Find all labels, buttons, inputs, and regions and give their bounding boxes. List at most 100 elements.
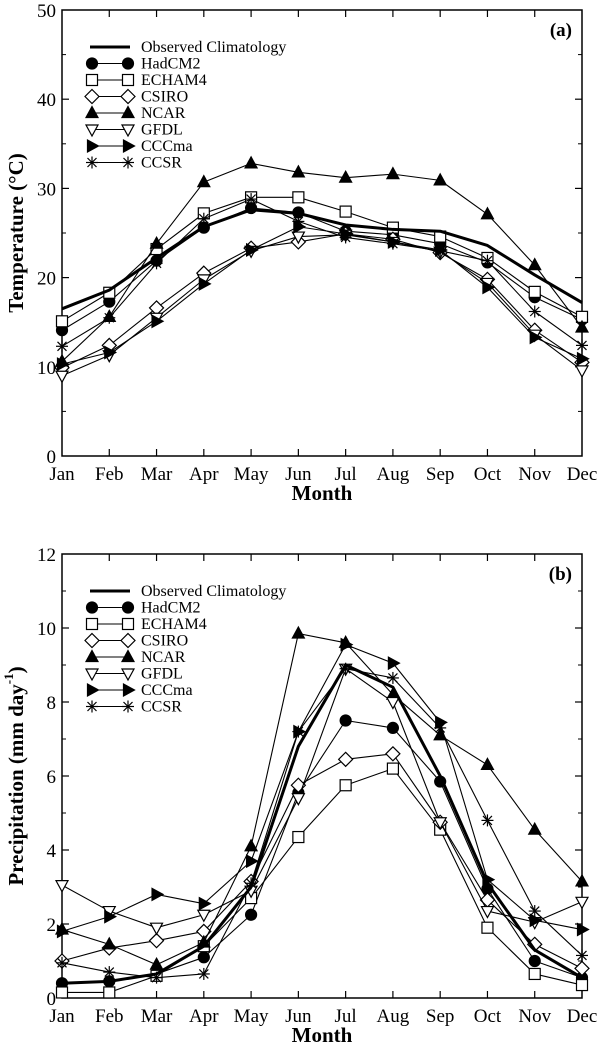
data-point — [291, 164, 306, 178]
legend-item: GFDL — [84, 122, 183, 139]
data-point — [385, 745, 401, 762]
y-tick-label: 20 — [37, 269, 56, 290]
series-line — [61, 208, 583, 311]
x-tick-label: Dec — [567, 1006, 598, 1027]
data-point — [481, 814, 494, 827]
series-line — [62, 768, 583, 994]
series-line — [61, 233, 583, 369]
legend-marker — [86, 138, 100, 154]
series-line — [61, 207, 583, 331]
data-point — [340, 637, 354, 652]
legend-item: ECHAM4 — [85, 72, 207, 89]
data-point — [292, 191, 305, 204]
data-point — [149, 956, 164, 970]
data-point — [104, 345, 118, 360]
data-point — [385, 696, 400, 710]
panel-b-precipitation: Jan Feb Mar Apr May Jun Jul Aug Sep Oct Nov Dec 0 2 4 6… — [1, 545, 597, 1047]
x-tick-label: Oct — [474, 1006, 502, 1027]
legend-marker — [120, 105, 136, 119]
x-tick-label: Feb — [95, 464, 124, 485]
series-line — [61, 644, 583, 932]
legend-marker — [121, 601, 135, 614]
data-point — [104, 909, 118, 924]
legend-item: CCCma — [86, 682, 193, 699]
legend-item: CSIRO — [84, 633, 188, 650]
data-point — [481, 254, 494, 267]
data-point — [528, 285, 541, 298]
y-axis-title-main: Precipitation (mm day — [4, 684, 28, 886]
series-line — [61, 198, 583, 347]
data-point — [574, 319, 590, 333]
data-point — [292, 215, 305, 228]
legend-item: CCSR — [86, 155, 182, 172]
legend-marker — [86, 682, 100, 698]
x-axis-title: Month — [292, 1023, 353, 1047]
legend-item: ECHAM4 — [85, 616, 207, 633]
legend-marker — [122, 682, 136, 698]
data-point — [103, 986, 116, 999]
data-point — [337, 751, 354, 768]
data-point — [434, 244, 447, 257]
panel-tag: (a) — [550, 20, 572, 41]
legend-item: NCAR — [84, 105, 186, 122]
data-point — [55, 986, 69, 999]
data-point — [480, 757, 495, 771]
series-line — [61, 226, 583, 365]
legend-item: Observed Climatology — [90, 583, 286, 600]
data-point — [149, 922, 164, 936]
x-tick-label: Jan — [49, 464, 75, 485]
x-tick-label: Oct — [474, 464, 502, 485]
data-point — [480, 206, 495, 220]
legend-marker — [120, 124, 136, 138]
y-axis-title-superscript: -1 — [1, 673, 16, 684]
data-point — [197, 951, 210, 964]
y-tick-label: 8 — [47, 693, 57, 714]
data-point — [339, 205, 352, 218]
x-tick-label: Jul — [335, 1006, 357, 1027]
x-tick-label: Jun — [285, 464, 312, 485]
y-axis-title: Precipitation (mm day-1) — [1, 666, 28, 885]
legend-label: ECHAM4 — [141, 616, 207, 633]
data-point — [197, 967, 210, 980]
x-tick-label: Apr — [189, 464, 219, 485]
legend-marker — [85, 617, 99, 631]
data-point — [245, 242, 259, 257]
legend-label: CCCma — [141, 138, 193, 155]
series-gfdl — [54, 229, 590, 384]
data-point — [527, 821, 542, 835]
series-line — [61, 668, 583, 979]
panel-tag: (b) — [549, 564, 572, 585]
series-ncar — [54, 625, 590, 970]
y-tick-label: 12 — [37, 545, 56, 566]
legend-marker — [122, 700, 134, 713]
legend-marker — [84, 88, 100, 105]
data-point — [291, 793, 306, 806]
legend-marker — [121, 73, 135, 87]
legend-marker — [122, 138, 136, 154]
data-point — [433, 172, 448, 186]
data-point — [576, 949, 588, 962]
data-point — [574, 873, 590, 887]
y-axis-title: Temperature (°C) — [4, 153, 28, 312]
y-tick-label: 4 — [47, 841, 57, 862]
data-point — [245, 854, 259, 869]
data-point — [481, 921, 494, 934]
data-point — [433, 817, 448, 831]
legend-marker — [121, 57, 135, 70]
data-point — [527, 257, 542, 271]
legend-label: NCAR — [141, 649, 186, 666]
data-point — [480, 905, 495, 919]
legend-marker — [86, 700, 98, 713]
data-point — [338, 169, 353, 183]
data-point — [54, 880, 70, 893]
data-point — [386, 237, 399, 250]
data-point — [151, 887, 165, 902]
series-csiro — [54, 226, 590, 376]
x-tick-label: Feb — [95, 1006, 124, 1027]
y-tick-label: 6 — [47, 767, 57, 788]
series-hadcm2 — [55, 201, 589, 337]
data-point — [56, 340, 68, 353]
data-point — [197, 212, 210, 225]
data-point — [56, 924, 70, 939]
